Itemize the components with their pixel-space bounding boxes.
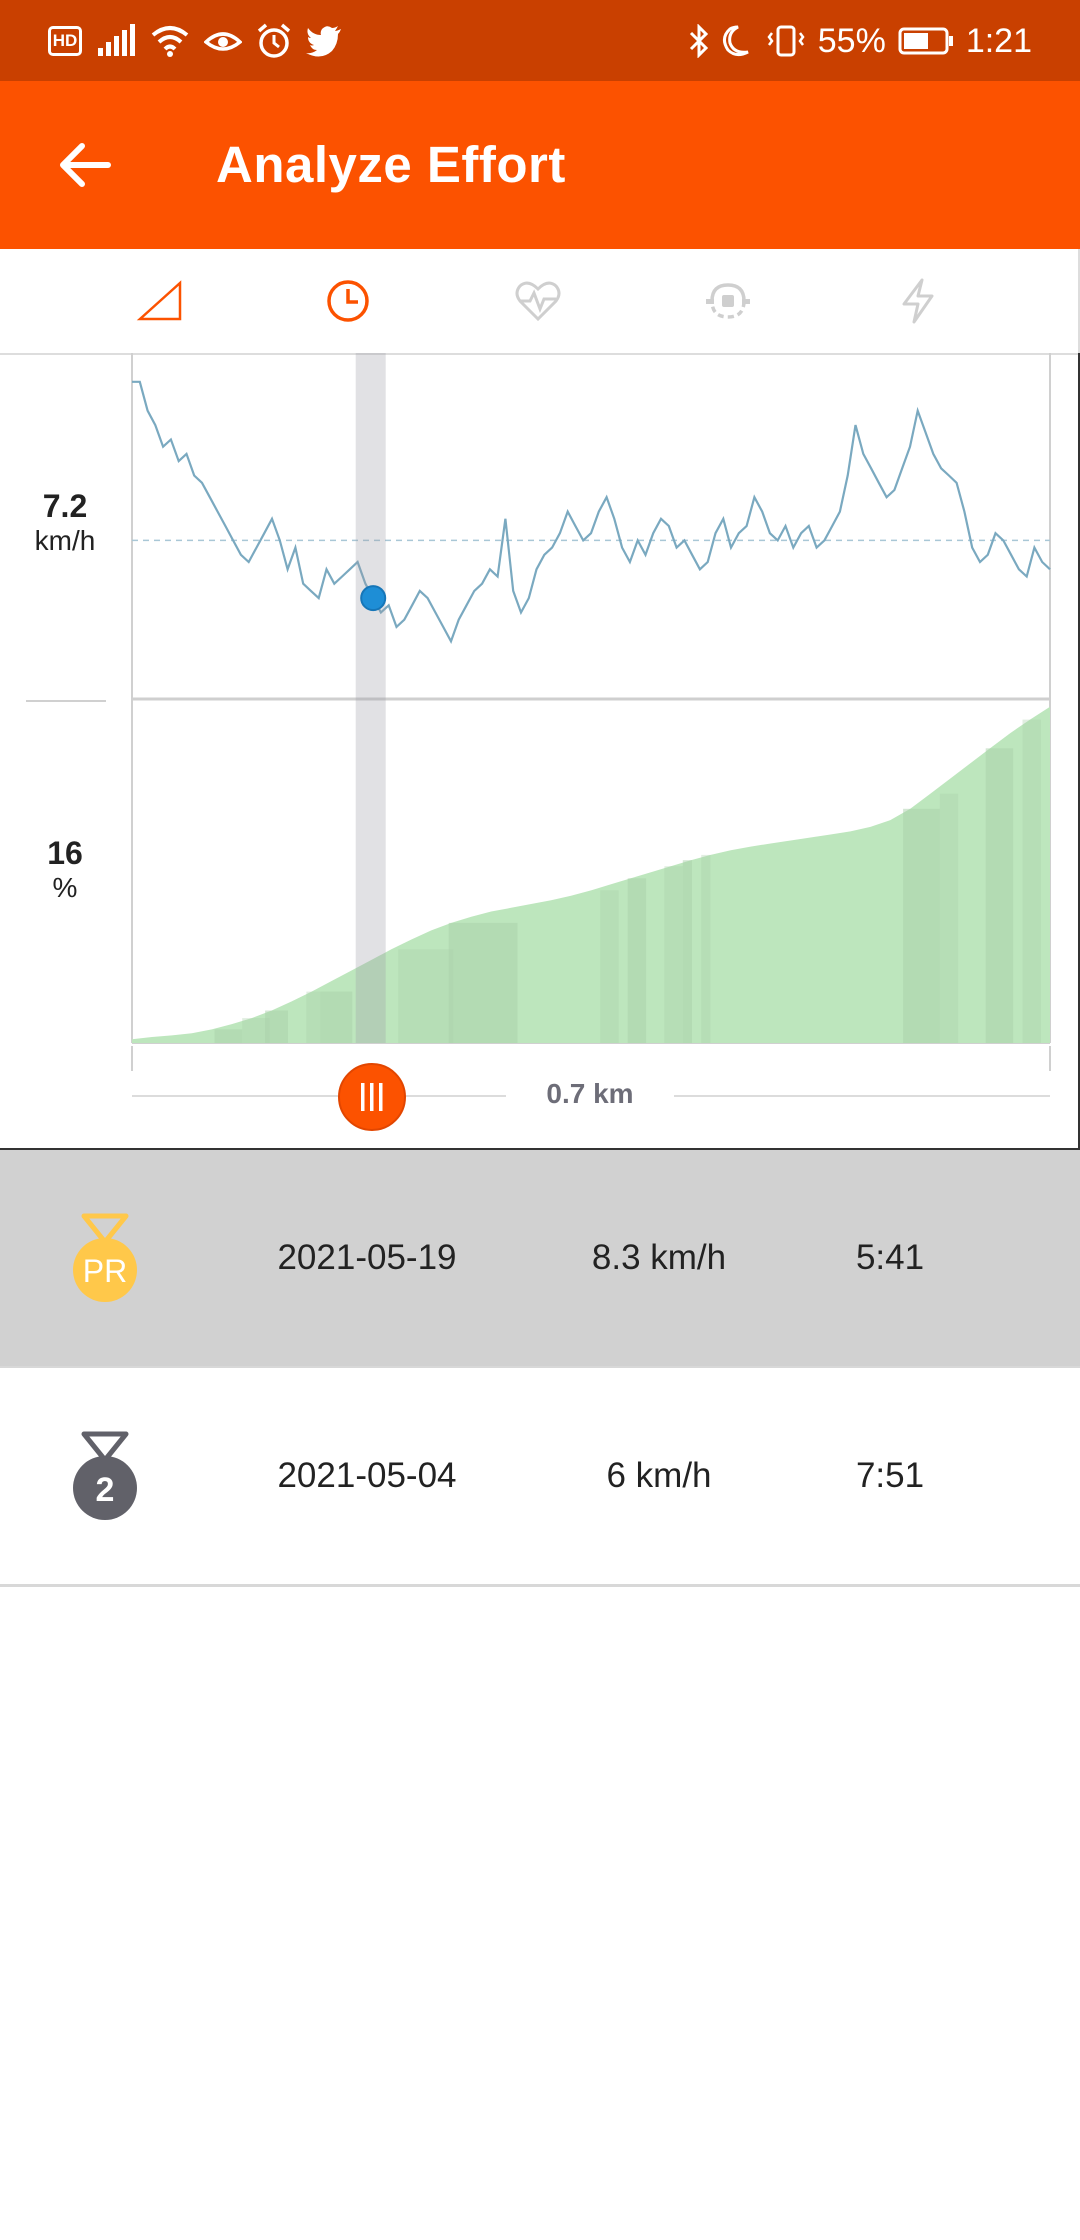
grade-segment <box>682 860 692 1043</box>
slider-grip-icon[interactable] <box>338 1063 406 1131</box>
eye-icon <box>204 32 242 51</box>
grade-segment <box>664 866 683 1043</box>
heart-rate-icon <box>515 281 561 322</box>
silver-medal-icon: 2 <box>73 1431 137 1520</box>
speed-readout-value: 7.2 <box>42 488 88 524</box>
status-left: HD <box>48 18 342 64</box>
tab-heart-rate[interactable] <box>508 271 568 331</box>
status-right: 55% 1:21 <box>688 18 1032 64</box>
chart-canvas[interactable] <box>0 353 1078 1148</box>
effort-time: 7:51 <box>855 1456 925 1495</box>
grade-segment <box>985 748 1014 1043</box>
tab-power[interactable] <box>888 271 948 331</box>
speed-readout-unit: km/h <box>34 525 96 556</box>
speed-line-series <box>132 380 1051 644</box>
moon-icon <box>722 25 749 57</box>
vibrate-icon <box>767 25 805 57</box>
status-bar: HD <box>0 0 1080 81</box>
grade-segment <box>701 854 711 1043</box>
grade-segment <box>903 808 940 1043</box>
distance-label: 0.7 km <box>510 1078 670 1110</box>
effort-speed: 8.3 km/h <box>591 1238 727 1277</box>
grade-area <box>132 706 1050 1043</box>
twitter-icon <box>306 26 341 57</box>
elevation-triangle-icon <box>136 280 182 321</box>
cadence-icon <box>706 283 750 319</box>
grade-readout: 16 % <box>0 835 130 904</box>
app-bar: Analyze Effort <box>0 81 1080 249</box>
page-title: Analyze Effort <box>216 136 566 193</box>
clock-icon <box>327 280 369 322</box>
arrow-left-icon <box>60 143 111 187</box>
grade-segment <box>265 1010 288 1043</box>
grade-segment <box>627 878 647 1043</box>
signal-icon <box>98 24 135 56</box>
grade-segment <box>214 1029 243 1043</box>
hd-badge: HD <box>48 26 82 56</box>
grade-readout-unit: % <box>52 872 78 903</box>
grade-area-series <box>132 706 1050 1043</box>
effort-chart[interactable]: 7.2 km/h 16 % 0.7 km <box>0 353 1080 1150</box>
grade-readout-value: 16 <box>47 835 83 871</box>
chart-cursor[interactable] <box>355 353 387 1043</box>
speed-readout: 7.2 km/h <box>0 488 130 557</box>
pr-medal-text: PR <box>83 1253 127 1289</box>
effort-date: 2021-05-04 <box>277 1456 457 1495</box>
grade-segment <box>306 991 321 1043</box>
grade-segment <box>939 793 959 1043</box>
clock-time: 1:21 <box>965 21 1032 60</box>
alarm-icon <box>257 23 291 58</box>
grade-segment <box>600 890 619 1043</box>
battery-percent: 55% <box>817 21 886 60</box>
tab-pace[interactable] <box>318 271 378 331</box>
cursor-point <box>360 585 387 612</box>
battery-icon <box>898 27 953 55</box>
silver-medal-text: 2 <box>96 1471 115 1509</box>
tab-cadence[interactable] <box>698 271 758 331</box>
speed-line <box>132 380 1051 644</box>
cursor-band[interactable] <box>355 353 386 1043</box>
tab-elevation[interactable] <box>130 271 190 331</box>
metric-tab-bar <box>0 249 1080 355</box>
bluetooth-icon <box>689 24 708 58</box>
wifi-icon <box>151 26 189 57</box>
effort-date: 2021-05-19 <box>277 1238 457 1277</box>
effort-speed: 6 km/h <box>606 1456 712 1495</box>
grade-segment <box>398 949 454 1043</box>
effort-row-2[interactable]: 2 2021-05-04 6 km/h 7:51 <box>0 1368 1080 1587</box>
pr-medal-icon: PR <box>73 1213 137 1302</box>
grade-segment <box>448 922 518 1043</box>
grade-segment <box>320 991 353 1043</box>
effort-time: 5:41 <box>855 1238 925 1277</box>
back-button[interactable] <box>40 125 130 205</box>
effort-row-pr[interactable]: PR 2021-05-19 8.3 km/h 5:41 <box>0 1150 1080 1369</box>
lightning-icon <box>902 278 934 324</box>
grade-segment <box>1022 719 1041 1043</box>
